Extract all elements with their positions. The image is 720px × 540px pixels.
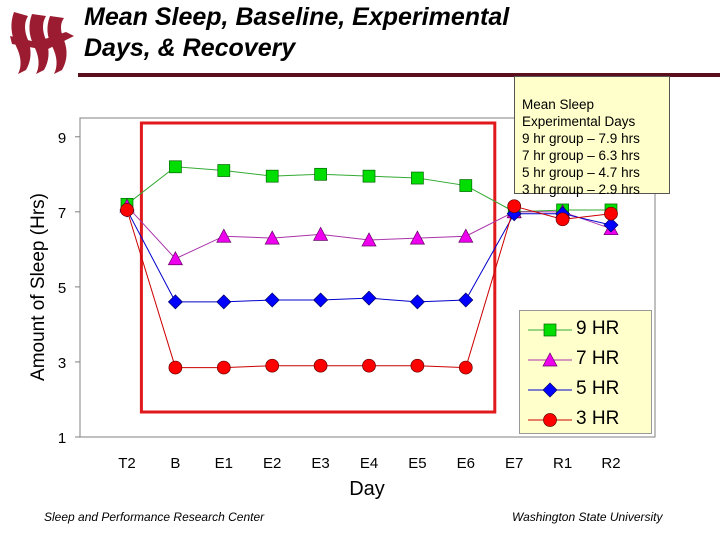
data-point-5-hr (458, 292, 474, 308)
y-tick-label: 1 (58, 430, 66, 447)
x-tick-label: E6 (457, 455, 475, 472)
x-tick-label: R1 (553, 455, 572, 472)
data-point-9-hr (459, 179, 473, 192)
x-tick-label: B (170, 455, 180, 472)
legend-swatch-5-hr (528, 382, 572, 398)
y-tick-label: 7 (58, 205, 66, 222)
data-point-5-hr (409, 294, 425, 310)
data-point-3-hr (168, 360, 183, 375)
x-tick-label: E4 (360, 455, 378, 472)
legend-label: 9 HR (576, 318, 620, 339)
data-point-3-hr (604, 206, 618, 221)
legend-swatch-7-hr (528, 352, 572, 367)
data-point-9-hr (362, 169, 376, 183)
legend-label: 7 HR (576, 348, 620, 369)
data-point-7-hr (264, 230, 280, 245)
legend-label: 5 HR (576, 378, 620, 399)
data-point-3-hr (265, 358, 280, 373)
data-point-5-hr (361, 290, 377, 306)
data-point-9-hr (265, 169, 279, 183)
note-line: Experimental Days (522, 114, 636, 129)
legend-marker (542, 382, 558, 398)
x-tick-label: E7 (505, 455, 523, 472)
legend-swatch-9-hr (528, 323, 572, 337)
legend-item-9-hr: 9 HR (520, 315, 653, 345)
data-point-3-hr (313, 358, 328, 373)
note-line: 3 hr group – 2.9 hrs (522, 182, 640, 197)
experimental-days-note: Mean Sleep Experimental Days 9 hr group … (514, 76, 670, 197)
legend-item-7-hr: 7 HR (520, 345, 653, 375)
data-point-9-hr (314, 167, 327, 181)
legend-label: 3 HR (576, 408, 620, 429)
y-tick-label: 3 (58, 355, 66, 372)
data-point-3-hr (410, 358, 425, 373)
data-point-5-hr (603, 217, 619, 233)
university-logo (10, 12, 74, 74)
data-point-3-hr (507, 199, 522, 214)
experimental-period-box (139, 121, 497, 414)
x-tick-label: E5 (408, 455, 426, 472)
data-point-5-hr (264, 292, 280, 308)
data-point-3-hr (555, 212, 570, 227)
x-tick-label: E2 (263, 455, 281, 472)
data-point-3-hr (362, 358, 376, 373)
data-point-7-hr (167, 250, 183, 266)
legend-marker (543, 323, 557, 337)
data-point-3-hr (120, 203, 134, 217)
note-line: 9 hr group – 7.9 hrs (522, 131, 640, 146)
data-point-5-hr (313, 292, 329, 308)
data-point-3-hr (458, 360, 473, 375)
data-point-5-hr (216, 294, 232, 310)
legend-item-3-hr: 3 HR (520, 405, 653, 435)
x-tick-label: T2 (118, 455, 136, 472)
x-axis-title: Day (349, 478, 385, 500)
y-axis-title: Amount of Sleep (Hrs) (28, 193, 49, 381)
x-tick-label: R2 (601, 455, 620, 472)
legend-marker (543, 413, 557, 427)
y-tick-label: 9 (58, 130, 66, 147)
data-point-7-hr (216, 228, 232, 243)
data-point-7-hr (458, 228, 474, 243)
note-line: 5 hr group – 4.7 hrs (522, 165, 640, 180)
data-point-5-hr (167, 294, 183, 310)
data-point-9-hr (217, 164, 231, 177)
note-line: 7 hr group – 6.3 hrs (522, 148, 640, 163)
legend-swatch-3-hr (528, 413, 572, 427)
x-tick-label: E1 (215, 455, 233, 472)
x-tick-label: E3 (311, 455, 329, 472)
note-line: Mean Sleep (522, 97, 595, 112)
data-point-9-hr (411, 171, 424, 185)
footer-left: Sleep and Performance Research Center (44, 510, 265, 524)
data-point-7-hr (409, 230, 425, 245)
data-point-7-hr (313, 226, 329, 241)
title-rule (78, 73, 720, 77)
slide-title: Mean Sleep, Baseline, Experimental Days,… (84, 3, 510, 62)
y-tick-label: 5 (58, 280, 66, 297)
legend-item-5-hr: 5 HR (520, 375, 653, 405)
data-point-9-hr (169, 160, 182, 174)
footer-right: Washington State University (512, 510, 663, 524)
data-point-3-hr (216, 360, 231, 375)
chart-legend: 9 HR 7 HR 5 HR 3 HR (519, 310, 652, 434)
legend-marker (542, 352, 558, 367)
data-point-7-hr (361, 232, 377, 247)
